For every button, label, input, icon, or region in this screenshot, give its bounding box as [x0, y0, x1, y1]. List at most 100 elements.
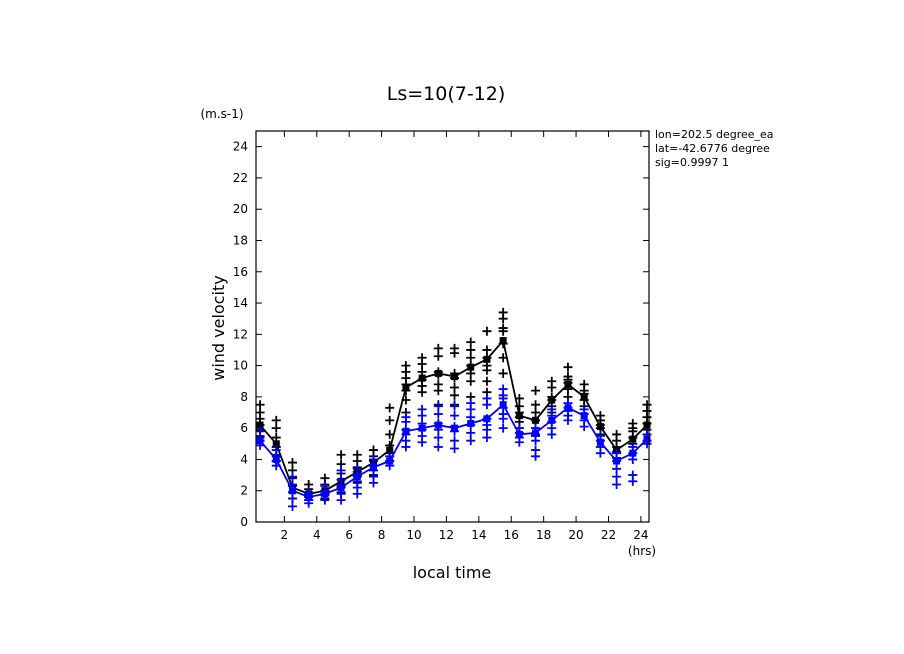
- y-tick-label: 16: [233, 265, 248, 279]
- series-0-point: [417, 359, 427, 369]
- series-1-mean-marker: [451, 424, 459, 432]
- series-1-point: [433, 401, 443, 411]
- series-1-point: [547, 429, 557, 439]
- series-0-point: [563, 362, 573, 372]
- series-0-mean-marker: [499, 337, 507, 345]
- series-1-point: [450, 443, 460, 453]
- series-0-point: [450, 390, 460, 400]
- series-1-point: [498, 414, 508, 424]
- x-tick-label: 4: [313, 528, 321, 542]
- y-tick-label: 20: [233, 202, 248, 216]
- series-1-point: [612, 464, 622, 474]
- series-0-mean-marker: [402, 383, 410, 391]
- series-1-point: [482, 400, 492, 410]
- x-axis-label: local time: [413, 563, 492, 582]
- series-1-point: [595, 448, 605, 458]
- series-0-point: [466, 337, 476, 347]
- series-1-point: [498, 423, 508, 433]
- y-tick-label: 0: [240, 515, 248, 529]
- x-tick-label: 14: [471, 528, 486, 542]
- series-0-point: [385, 429, 395, 439]
- series-0-point: [498, 368, 508, 378]
- series-0-mean-marker: [548, 396, 556, 404]
- plot-layer: 2 4 6 8 10 12 14 16 18 20 22 2402468101214161820222…: [233, 131, 652, 542]
- plot-frame: [255, 130, 650, 523]
- x-tick-label: 18: [536, 528, 551, 542]
- x-tick-label: 24: [633, 528, 648, 542]
- series-1-point: [336, 465, 346, 475]
- series-0-point: [336, 450, 346, 460]
- series-1-point: [450, 436, 460, 446]
- series-1-mean-marker: [337, 484, 345, 492]
- series-1-point: [466, 428, 476, 438]
- x-tick-label: 20: [568, 528, 583, 542]
- y-tick-label: 2: [240, 484, 248, 498]
- y-tick-label: 12: [233, 327, 248, 341]
- series-1-mean-marker: [580, 412, 588, 420]
- y-tick-label: 10: [233, 359, 248, 373]
- series-1-point: [433, 409, 443, 419]
- series-0-point: [531, 408, 541, 418]
- series-0-point: [498, 326, 508, 336]
- series-1-point: [433, 442, 443, 452]
- series-0-point: [287, 458, 297, 468]
- series-1-point: [514, 437, 524, 447]
- series-1-point: [612, 472, 622, 482]
- series-1-mean-marker: [467, 419, 475, 427]
- series-1-mean-marker: [434, 421, 442, 429]
- series-1-mean-marker: [321, 490, 329, 498]
- series-1-point: [579, 422, 589, 432]
- series-0-point: [385, 403, 395, 413]
- series-1-point: [417, 411, 427, 421]
- series-1-mean-marker: [369, 463, 377, 471]
- series-1-point: [482, 425, 492, 435]
- series-0-point: [482, 326, 492, 336]
- series-1-point: [401, 417, 411, 427]
- series-0-mean-marker: [386, 446, 394, 454]
- series-0-point: [450, 382, 460, 392]
- series-0-mean-marker: [418, 374, 426, 382]
- series-1-mean-marker: [596, 438, 604, 446]
- series-1-mean-marker: [353, 473, 361, 481]
- y-tick-label: 4: [240, 452, 248, 466]
- series-1-point: [531, 436, 541, 446]
- series-1-point: [352, 489, 362, 499]
- y-unit-label: (m.s-1): [200, 107, 243, 121]
- x-tick-label: 2: [281, 528, 289, 542]
- series-1-point: [450, 411, 460, 421]
- series-1-point: [368, 478, 378, 488]
- series-0-point: [482, 345, 492, 355]
- series-0-point: [531, 400, 541, 410]
- y-axis-label: wind velocity: [209, 275, 228, 380]
- series-1-point: [466, 436, 476, 446]
- series-1-mean-marker: [272, 455, 280, 463]
- series-1-mean-marker: [305, 493, 313, 501]
- series-1-point: [417, 437, 427, 447]
- series-0-point: [385, 415, 395, 425]
- series-0-point: [433, 343, 443, 353]
- series-1-mean-marker: [418, 424, 426, 432]
- series-1-point: [612, 479, 622, 489]
- series-0-mean-marker: [434, 369, 442, 377]
- series-0-mean-marker: [643, 421, 651, 429]
- series-1-mean-marker: [386, 457, 394, 465]
- info-line-sig: sig=0.9997 1: [655, 156, 729, 169]
- series-1-point: [450, 401, 460, 411]
- series-0-point: [482, 376, 492, 386]
- series-1-point: [401, 442, 411, 452]
- x-tick-label: 6: [345, 528, 353, 542]
- series-1-mean-marker: [548, 416, 556, 424]
- series-1-point: [433, 433, 443, 443]
- series-0-mean-marker: [451, 373, 459, 381]
- series-0-point: [482, 365, 492, 375]
- series-0-point: [450, 348, 460, 358]
- series-1-point: [287, 472, 297, 482]
- series-0-mean-marker: [596, 423, 604, 431]
- y-tick-label: 24: [233, 140, 248, 154]
- series-1-point: [466, 404, 476, 414]
- series-0-point: [466, 345, 476, 355]
- series-1-mean-marker: [288, 487, 296, 495]
- series-0-point: [466, 353, 476, 363]
- series-0-mean-marker: [629, 435, 637, 443]
